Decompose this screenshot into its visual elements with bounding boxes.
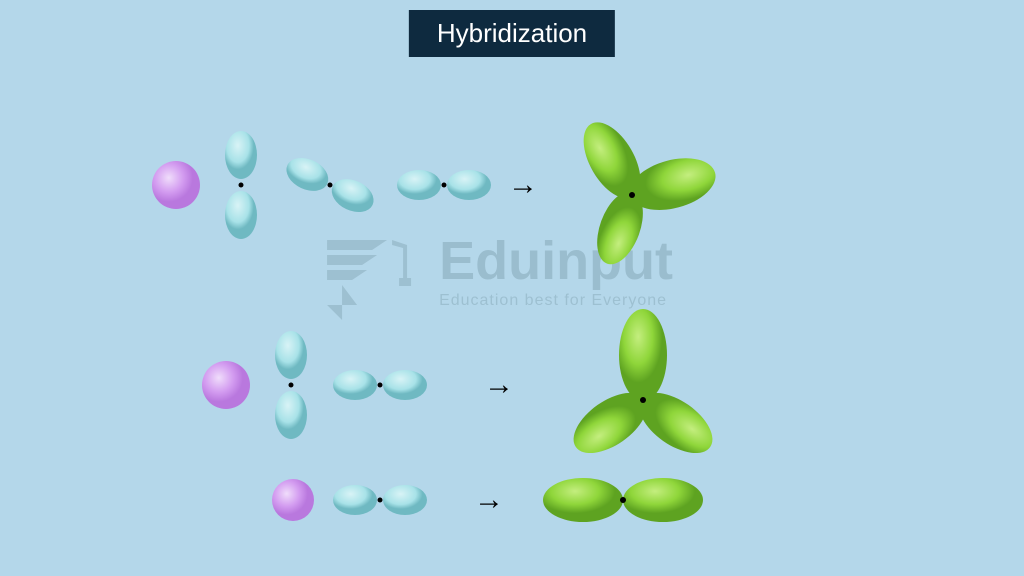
row-sp3: → — [150, 100, 722, 270]
s-orbital-icon — [200, 359, 252, 411]
title-text: Hybridization — [437, 18, 587, 48]
arrow-icon: → — [484, 368, 514, 402]
s-orbital-icon — [150, 159, 202, 211]
page-title: Hybridization — [409, 10, 615, 57]
row-sp2: → — [200, 300, 728, 470]
arrow-icon: → — [474, 483, 504, 517]
p-orbital-vertical-icon — [216, 135, 266, 235]
p-orbital-horizontal-icon — [330, 360, 430, 410]
hybrid-sp2-icon — [558, 300, 728, 470]
arrow-icon: → — [508, 168, 538, 202]
p-orbital-horizontal-icon — [330, 475, 430, 525]
s-orbital-icon — [270, 477, 316, 523]
p-orbital-horizontal-icon — [394, 160, 494, 210]
p-orbital-vertical-icon — [266, 335, 316, 435]
hybrid-sp-icon — [538, 470, 708, 530]
row-sp: → — [270, 470, 708, 530]
p-orbital-diagonal-icon — [280, 150, 380, 220]
hybrid-sp3-icon — [552, 100, 722, 270]
